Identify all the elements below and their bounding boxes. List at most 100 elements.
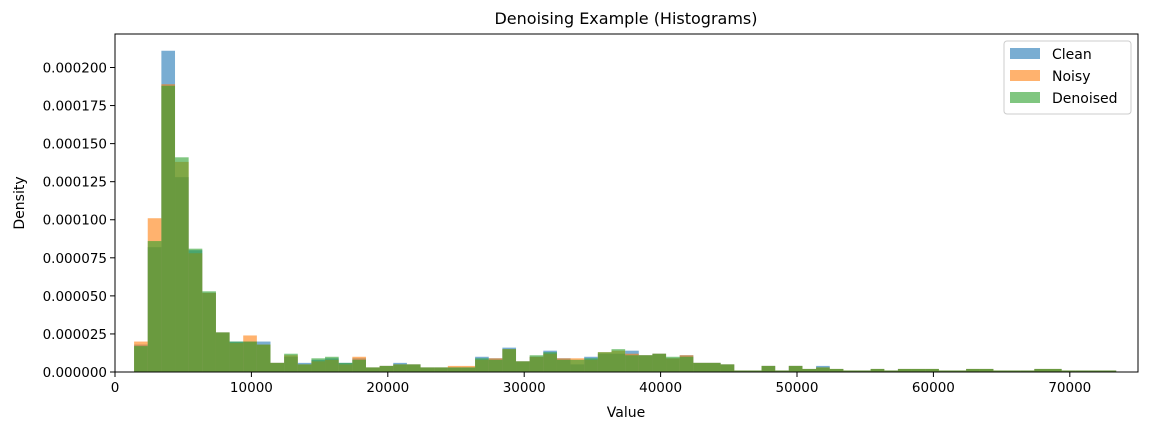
- bar-denoised-50: [816, 367, 830, 372]
- legend-label-noisy: Noisy: [1052, 69, 1091, 85]
- bar-denoised-60: [952, 370, 967, 372]
- bar-denoised-65: [1020, 370, 1035, 372]
- y-axis-ticks: 0.000000 0.000025 0.000050 0.000075 0.000100…: [43, 60, 115, 381]
- bar-denoised-43: [720, 364, 735, 372]
- bar-denoised-27: [502, 349, 517, 372]
- bar-denoised-30: [543, 352, 557, 372]
- bar-denoised-47: [775, 370, 789, 372]
- bar-denoised-19: [393, 364, 407, 372]
- plot-frame: [114, 33, 1139, 373]
- bar-denoised-36: [625, 355, 639, 372]
- bar-denoised-40: [679, 356, 694, 372]
- x-tick-label: 20000: [366, 380, 409, 396]
- bar-denoised-63: [993, 370, 1008, 372]
- legend-swatch-noisy: [1010, 70, 1040, 81]
- bar-denoised-13: [311, 358, 326, 372]
- bar-denoised-14: [325, 356, 339, 372]
- legend: Clean Noisy Denoised: [1003, 40, 1132, 115]
- bar-denoised-2: [161, 85, 176, 373]
- y-tick-label: 0.000000: [43, 365, 107, 381]
- bar-denoised-12: [297, 364, 312, 372]
- bar-denoised-46: [761, 365, 776, 372]
- bar-denoised-5: [202, 291, 216, 372]
- x-tick-label: 0: [111, 380, 120, 396]
- bar-denoised-67: [1047, 368, 1062, 372]
- x-tick-label: 30000: [503, 380, 546, 396]
- bar-denoised-1: [147, 241, 162, 372]
- bar-denoised-21: [420, 367, 435, 372]
- bar-denoised-44: [734, 370, 748, 372]
- bar-denoised-59: [938, 370, 953, 372]
- bar-denoised-53: [857, 370, 871, 372]
- series-denoised: [134, 85, 1117, 373]
- bar-denoised-48: [788, 365, 803, 372]
- bar-denoised-24: [461, 367, 476, 372]
- bar-denoised-56: [897, 368, 912, 372]
- bar-denoised-58: [925, 368, 939, 372]
- bar-denoised-52: [843, 370, 858, 372]
- bar-denoised-22: [434, 367, 448, 372]
- x-axis-label: Value: [607, 405, 645, 421]
- bar-denoised-33: [584, 358, 598, 372]
- bar-denoised-66: [1034, 368, 1048, 372]
- bar-denoised-18: [379, 365, 394, 372]
- bar-denoised-8: [243, 341, 257, 372]
- bar-denoised-39: [666, 356, 680, 372]
- bar-denoised-49: [802, 368, 817, 372]
- bar-denoised-23: [447, 367, 462, 372]
- bar-denoised-7: [229, 341, 244, 372]
- x-tick-label: 40000: [639, 380, 682, 396]
- y-tick-label: 0.000125: [43, 175, 107, 191]
- bar-denoised-62: [979, 368, 994, 372]
- bar-denoised-71: [1102, 370, 1117, 372]
- legend-swatch-clean: [1010, 48, 1040, 59]
- x-axis-ticks: 0 10000 20000 30000 40000 50000 60000 70000: [111, 372, 1091, 396]
- y-tick-label: 0.000200: [43, 60, 107, 76]
- bar-denoised-20: [406, 364, 421, 372]
- bar-denoised-0: [134, 346, 148, 372]
- bar-denoised-57: [911, 368, 926, 372]
- bar-denoised-51: [829, 368, 844, 372]
- bar-denoised-10: [270, 362, 285, 372]
- bar-denoised-4: [188, 248, 203, 372]
- legend-swatch-denoised: [1010, 92, 1040, 103]
- bar-denoised-11: [284, 353, 298, 372]
- bar-denoised-38: [652, 353, 667, 372]
- bar-denoised-29: [529, 355, 544, 372]
- bar-denoised-16: [352, 359, 366, 372]
- series-clean: [134, 50, 1117, 372]
- bar-denoised-26: [488, 359, 503, 372]
- x-tick-label: 10000: [230, 380, 273, 396]
- bar-denoised-6: [215, 332, 230, 372]
- bar-denoised-45: [747, 370, 762, 372]
- y-tick-label: 0.000100: [43, 213, 107, 229]
- bar-denoised-69: [1075, 370, 1089, 372]
- bar-denoised-15: [338, 362, 353, 372]
- legend-label-clean: Clean: [1052, 47, 1092, 63]
- x-tick-label: 60000: [912, 380, 955, 396]
- bar-denoised-25: [475, 358, 489, 372]
- bar-denoised-41: [693, 362, 707, 372]
- bar-denoised-42: [706, 362, 721, 372]
- y-tick-label: 0.000025: [43, 327, 107, 343]
- bar-denoised-3: [175, 157, 189, 372]
- bar-denoised-31: [556, 359, 571, 372]
- chart-title: Denoising Example (Histograms): [494, 9, 757, 28]
- y-tick-label: 0.000150: [43, 137, 107, 153]
- y-tick-label: 0.000050: [43, 289, 107, 305]
- x-tick-label: 70000: [1048, 380, 1091, 396]
- bar-denoised-9: [256, 344, 271, 372]
- bar-denoised-54: [870, 368, 885, 372]
- bars-group: [134, 50, 1117, 373]
- bar-denoised-32: [570, 359, 585, 372]
- y-tick-label: 0.000075: [43, 251, 107, 267]
- series-noisy: [134, 84, 1117, 373]
- bar-denoised-64: [1007, 370, 1021, 372]
- bar-denoised-17: [365, 367, 380, 372]
- bar-denoised-61: [966, 368, 980, 372]
- x-tick-label: 50000: [776, 380, 819, 396]
- legend-label-denoised: Denoised: [1052, 91, 1118, 107]
- bar-denoised-35: [611, 349, 626, 372]
- bar-denoised-37: [638, 355, 653, 372]
